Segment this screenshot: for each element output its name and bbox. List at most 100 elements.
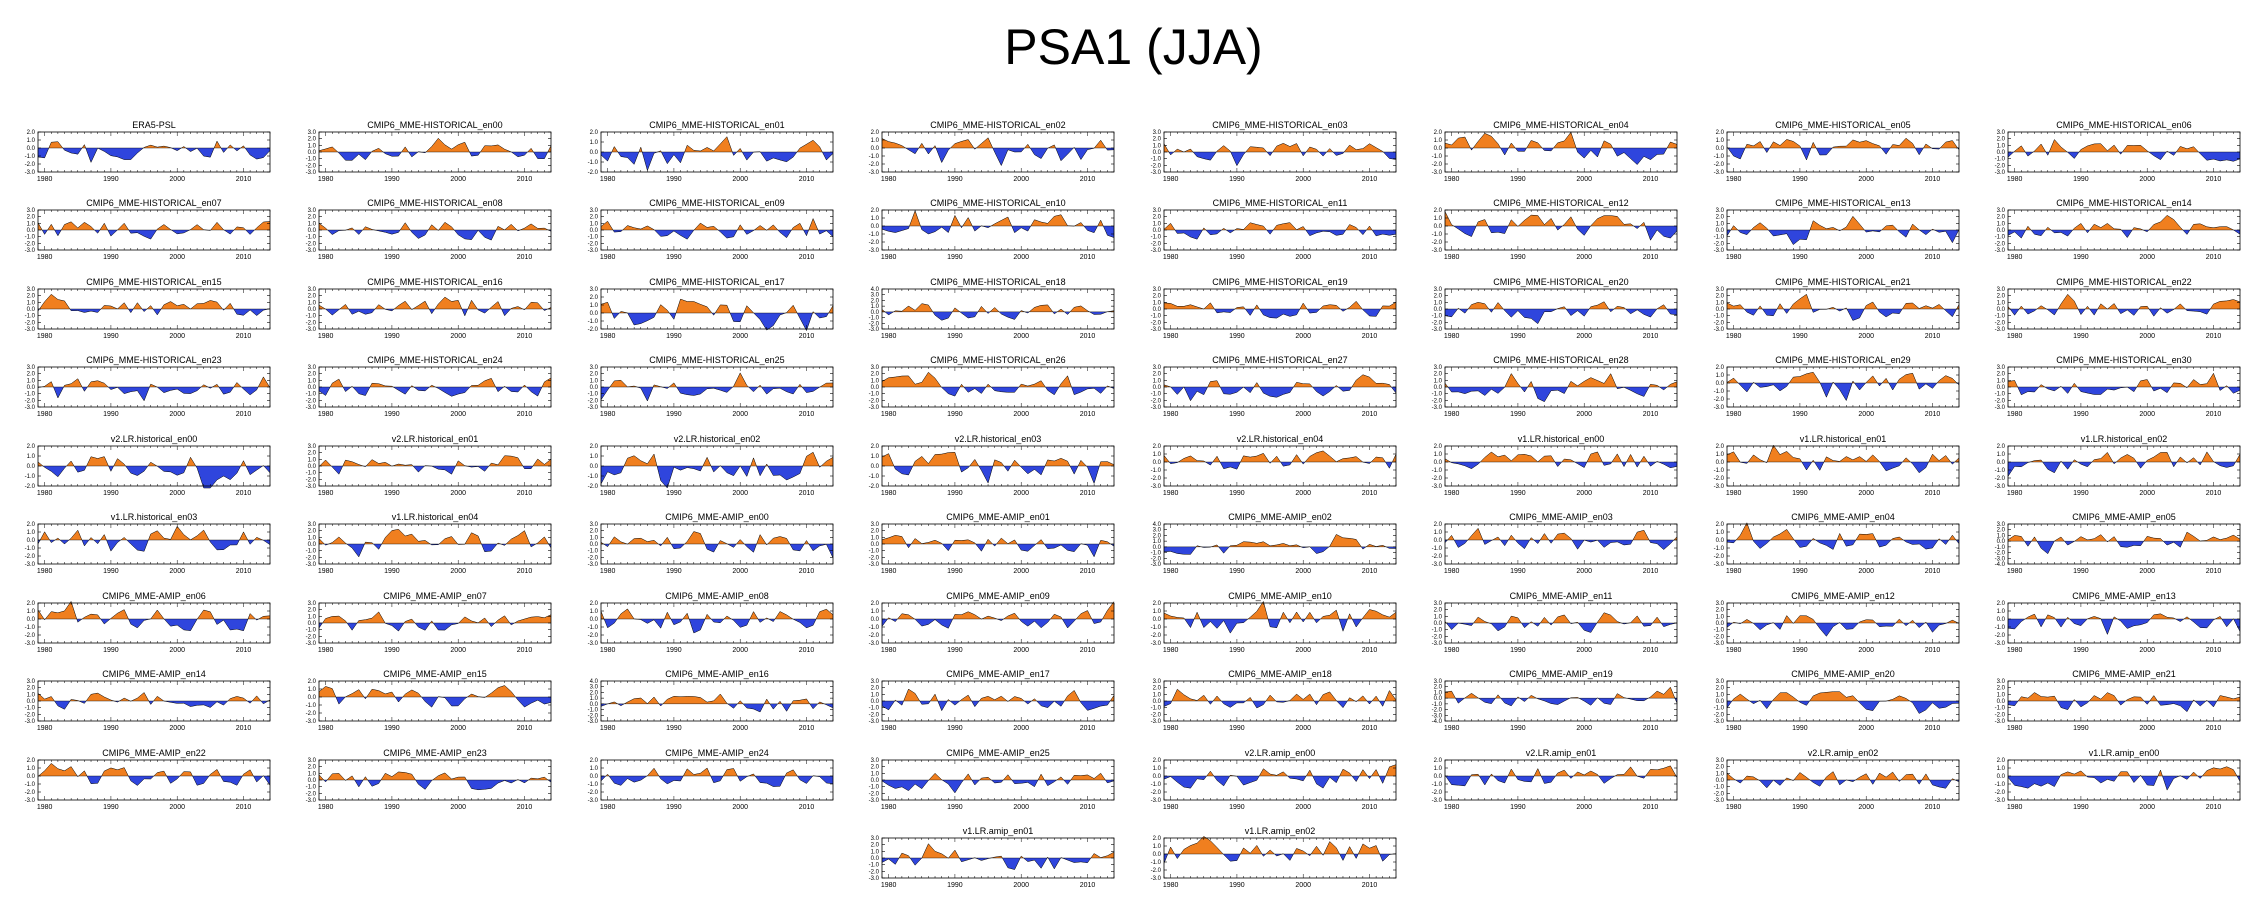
y-tick-label: 2.0 xyxy=(27,372,36,378)
negative-anomaly-area xyxy=(38,387,270,401)
y-tick-label: -1.0 xyxy=(306,471,317,477)
y-tick-label: -2.0 xyxy=(1151,163,1162,169)
x-tick-label: 1980 xyxy=(600,254,616,261)
positive-anomaly-area xyxy=(38,601,270,619)
panel: CMIP6_MME-HISTORICAL_en02 2.0 1.0 0.0 -1.0 -2… xyxy=(869,120,1115,183)
positive-anomaly-area xyxy=(601,531,833,544)
x-tick-label: 2000 xyxy=(732,254,748,261)
x-tick-label: 1980 xyxy=(1444,176,1460,183)
x-tick-label: 1990 xyxy=(2073,176,2089,183)
panel: CMIP6_MME-HISTORICAL_en27 3.02.01.00.0-1.… xyxy=(1151,355,1397,418)
x-tick-label: 2010 xyxy=(1925,254,1941,261)
negative-anomaly-area xyxy=(2008,152,2240,162)
y-tick-label: -3.0 xyxy=(1432,170,1443,176)
panel-frame xyxy=(1726,131,1960,173)
y-tick-label: 2.0 xyxy=(1997,372,2006,378)
y-tick-label: -2.0 xyxy=(588,555,599,561)
panel: v1.LR.historical_en02 2.0 1.0 0.0 -1.0 -2.0 -3… xyxy=(1995,434,2241,497)
y-tick-label: -1.0 xyxy=(1432,232,1443,238)
x-tick-label: 2010 xyxy=(1362,411,1378,418)
y-tick-label: -2.0 xyxy=(25,633,36,639)
y-tick-label: 1.0 xyxy=(590,378,599,384)
panel: CMIP6_MME-AMIP_en00 3.02.01.00.0-1.0-2.0-… xyxy=(588,512,834,575)
negative-anomaly-area xyxy=(1445,309,1677,324)
y-tick-label: 1.0 xyxy=(1434,300,1443,306)
y-tick-label: -3.0 xyxy=(1995,556,2006,562)
y-tick-label: 1.0 xyxy=(308,457,317,463)
panel: v2.LR.historical_en002.01.00.0-1.0-2.019… xyxy=(25,434,271,497)
y-tick-label: 2.0 xyxy=(871,208,880,214)
y-tick-label: 1.0 xyxy=(1434,378,1443,384)
y-tick-label: 0.0 xyxy=(1997,150,2006,156)
panel: CMIP6_MME-HISTORICAL_en06 3.02.01.00.0-1.… xyxy=(1995,120,2241,183)
series-line xyxy=(37,525,271,552)
x-tick-label: 1980 xyxy=(1726,333,1742,340)
y-tick-label: -3.0 xyxy=(306,248,317,254)
y-tick-label: 2.0 xyxy=(27,215,36,221)
y-tick-label: -3.0 xyxy=(869,562,880,568)
negative-anomaly-area xyxy=(1727,309,1959,321)
y-tick-label: 1.0 xyxy=(1153,539,1162,545)
series-line xyxy=(1726,293,1960,321)
y-tick-label: -3.0 xyxy=(306,562,317,568)
y-tick-label: 1.0 xyxy=(1716,373,1725,379)
panel: CMIP6_MME-HISTORICAL_en30 3.02.01.00.0-1.… xyxy=(1995,355,2241,418)
series-line xyxy=(318,137,552,161)
y-tick-label: 2.0 xyxy=(1997,137,2006,143)
series-line xyxy=(600,451,834,489)
panel-title: CMIP6_MME-HISTORICAL_en01 xyxy=(649,120,784,130)
y-tick-label: 3.0 xyxy=(308,522,317,528)
panel-frame xyxy=(2007,523,2241,565)
x-tick-label: 1980 xyxy=(881,333,897,340)
x-tick-label: 1980 xyxy=(37,411,53,418)
series-line xyxy=(881,303,1115,321)
x-tick-label: 2010 xyxy=(1643,333,1659,340)
panel: CMIP6_MME-HISTORICAL_en12 2.0 1.0 0.0 -1.0 -2… xyxy=(1432,198,1678,261)
panel-title: CMIP6_MME-HISTORICAL_en28 xyxy=(1493,355,1628,365)
x-tick-label: 1980 xyxy=(318,568,334,575)
x-tick-label: 2000 xyxy=(1858,568,1874,575)
y-tick-label: -1.0 xyxy=(1714,154,1725,160)
y-tick-label: 2.0 xyxy=(1434,372,1443,378)
x-tick-label: 2000 xyxy=(732,568,748,575)
y-tick-label: -2.0 xyxy=(1714,241,1725,247)
y-tick-label: -3.0 xyxy=(588,562,599,568)
x-tick-label: 2000 xyxy=(2139,333,2155,340)
x-tick-label: 1990 xyxy=(2073,411,2089,418)
positive-anomaly-area xyxy=(1164,222,1396,230)
x-tick-label: 2000 xyxy=(1576,411,1592,418)
series-line xyxy=(600,298,834,332)
y-tick-label: -2.0 xyxy=(1151,398,1162,404)
y-tick-label: -1.0 xyxy=(588,392,599,398)
y-tick-label: 2.0 xyxy=(308,294,317,300)
x-tick-label: 1980 xyxy=(2007,411,2023,418)
y-tick-label: 2.0 xyxy=(1434,294,1443,300)
panel-title: CMIP6_MME-AMIP_en04 xyxy=(1791,512,1895,522)
positive-anomaly-area xyxy=(882,372,1114,387)
negative-anomaly-area xyxy=(1727,148,1959,160)
y-tick-label: -1.0 xyxy=(869,392,880,398)
y-tick-label: 3.0 xyxy=(1716,208,1725,214)
series-line xyxy=(881,452,1115,485)
x-tick-label: 1990 xyxy=(666,411,682,418)
y-tick-label: -1.0 xyxy=(1995,157,2006,163)
panel-frame xyxy=(37,131,271,173)
x-tick-label: 1990 xyxy=(1229,490,1245,497)
series-line xyxy=(1444,372,1678,403)
y-tick-label: 2.0 xyxy=(590,372,599,378)
x-tick-label: 2010 xyxy=(1080,568,1096,575)
positive-anomaly-area xyxy=(882,452,1114,466)
y-tick-label: 1.0 xyxy=(1434,138,1443,144)
y-tick-label: -2.0 xyxy=(1151,320,1162,326)
series-line xyxy=(1726,444,1960,474)
x-tick-label: 1990 xyxy=(1510,490,1526,497)
y-tick-label: 1.0 xyxy=(1716,300,1725,306)
x-tick-label: 2000 xyxy=(2139,568,2155,575)
negative-anomaly-area xyxy=(882,148,1114,166)
x-tick-label: 1990 xyxy=(947,254,963,261)
panel-title: CMIP6_MME-HISTORICAL_en05 xyxy=(1775,120,1910,130)
y-tick-label: 2.0 xyxy=(590,130,599,136)
y-tick-label: 2.0 xyxy=(27,444,36,450)
series-line xyxy=(2007,139,2241,162)
x-tick-label: 1980 xyxy=(2007,490,2023,497)
